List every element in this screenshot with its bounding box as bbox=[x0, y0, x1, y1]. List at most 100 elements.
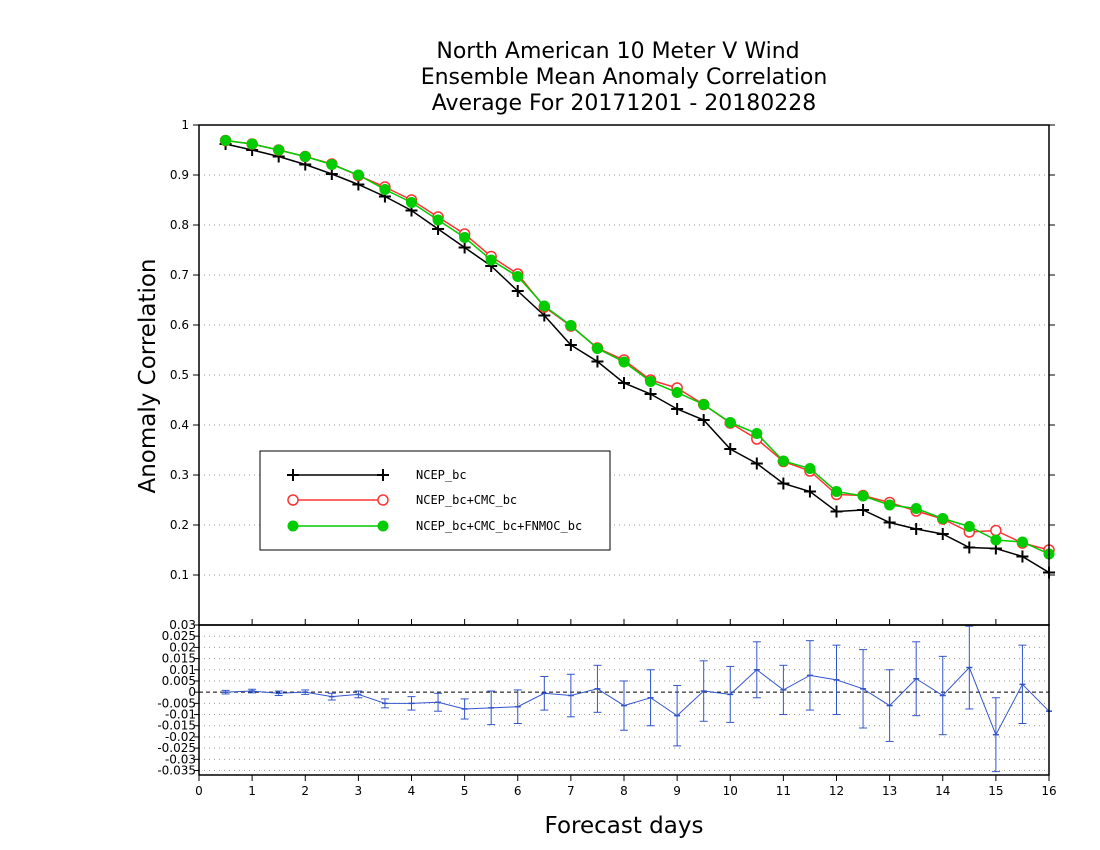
legend-marker-ncep-cmc-fnmoc-left bbox=[287, 520, 299, 532]
series-point-0 bbox=[803, 485, 816, 498]
legend-marker-ncep-cmc-right bbox=[377, 494, 389, 506]
top-y-tick-label: 0.1 bbox=[170, 568, 189, 582]
top-panel-series bbox=[219, 134, 1055, 579]
series-point-2 bbox=[804, 463, 816, 474]
legend-marker-ncep-bc-right bbox=[377, 469, 389, 481]
series-point-0 bbox=[325, 168, 338, 180]
x-tick-label: 10 bbox=[723, 784, 738, 798]
x-tick-label: 1 bbox=[248, 784, 256, 798]
top-y-tick-label: 0.4 bbox=[170, 418, 189, 432]
legend-label-ncep-cmc: NCEP_bc+CMC_bc bbox=[416, 493, 517, 507]
series-point-2 bbox=[591, 343, 603, 354]
title-line-2: Ensemble Mean Anomaly Correlation bbox=[421, 65, 828, 90]
bottom-y-tick-label: -0.025 bbox=[157, 741, 196, 755]
series-point-2 bbox=[220, 135, 232, 146]
series-point-0 bbox=[750, 457, 763, 470]
series-point-2 bbox=[884, 499, 896, 511]
series-point-0 bbox=[963, 541, 976, 554]
x-axis-ticks: 0 1 2 3 4 5 6 7 8 9 10 11 12 13 14 15 16 bbox=[195, 619, 1057, 798]
series-point-0 bbox=[936, 528, 949, 540]
series-point-2 bbox=[459, 232, 471, 243]
bottom-y-tick-label: 0.025 bbox=[162, 629, 196, 643]
top-y-tick-label: 0.5 bbox=[170, 368, 189, 382]
series-point-2 bbox=[565, 320, 577, 331]
series-point-2 bbox=[831, 486, 842, 497]
top-panel-y-ticks: 0.1 0.2 0.3 0.4 0.5 0.6 0.7 0.8 0.9 1 bbox=[170, 118, 1055, 582]
legend-item-ncep-cmc-fnmoc: NCEP_bc+CMC_bc+FNMOC_bc bbox=[287, 519, 582, 533]
legend-marker-ncep-cmc-fnmoc-right bbox=[377, 520, 389, 532]
top-y-tick-label: 0.9 bbox=[170, 168, 189, 182]
bottom-y-tick-label: -0.03 bbox=[165, 752, 196, 766]
difference-line bbox=[225, 666, 1050, 736]
bottom-y-tick-label: 0.02 bbox=[169, 640, 196, 654]
legend-label-ncep-cmc-fnmoc: NCEP_bc+CMC_bc+FNMOC_bc bbox=[416, 519, 582, 533]
series-point-2 bbox=[538, 300, 550, 312]
series-point-2 bbox=[751, 428, 763, 439]
x-tick-label: 16 bbox=[1041, 784, 1056, 798]
series-point-0 bbox=[671, 403, 684, 415]
series-point-2 bbox=[910, 503, 922, 514]
x-tick-label: 11 bbox=[776, 784, 791, 798]
series-line-0 bbox=[225, 143, 1050, 574]
bottom-y-tick-label: -0.01 bbox=[165, 708, 196, 722]
series-point-0 bbox=[910, 523, 923, 535]
series-point-0 bbox=[644, 388, 657, 400]
bottom-y-tick-label: 0.03 bbox=[169, 618, 196, 632]
series-point-0 bbox=[724, 443, 737, 455]
series-point-0 bbox=[1016, 550, 1029, 563]
series-point-2 bbox=[777, 455, 789, 467]
x-tick-label: 15 bbox=[988, 784, 1003, 798]
series-point-0 bbox=[458, 241, 471, 254]
series-point-2 bbox=[246, 138, 258, 150]
bottom-y-tick-label: -0.005 bbox=[157, 696, 196, 710]
series-point-2 bbox=[857, 490, 869, 502]
top-panel-grid bbox=[199, 174, 1049, 576]
chart-title: North American 10 Meter V Wind Ensemble … bbox=[421, 39, 828, 116]
series-point-0 bbox=[857, 504, 870, 516]
series-point-2 bbox=[432, 214, 444, 226]
title-line-1: North American 10 Meter V Wind bbox=[436, 39, 799, 64]
bottom-y-tick-label: 0.015 bbox=[162, 652, 196, 666]
series-point-2 bbox=[618, 356, 630, 368]
top-y-tick-label: 0.3 bbox=[170, 468, 189, 482]
legend-item-ncep-cmc: NCEP_bc+CMC_bc bbox=[287, 493, 517, 507]
x-tick-label: 5 bbox=[461, 784, 469, 798]
x-tick-label: 9 bbox=[673, 784, 681, 798]
top-y-tick-label: 0.6 bbox=[170, 318, 189, 332]
series-point-2 bbox=[485, 254, 497, 266]
series-point-2 bbox=[326, 159, 338, 170]
bottom-panel-series bbox=[221, 625, 1052, 773]
series-point-2 bbox=[724, 417, 736, 428]
x-tick-label: 4 bbox=[408, 784, 416, 798]
series-point-2 bbox=[299, 151, 311, 162]
series-point-0 bbox=[564, 339, 577, 351]
bottom-y-tick-label: 0.005 bbox=[162, 674, 196, 688]
series-point-0 bbox=[697, 414, 710, 426]
series-point-2 bbox=[671, 387, 683, 398]
bottom-y-tick-label: -0.02 bbox=[165, 730, 196, 744]
x-tick-label: 6 bbox=[514, 784, 522, 798]
series-point-2 bbox=[1016, 536, 1028, 548]
x-tick-label: 0 bbox=[195, 784, 203, 798]
top-y-tick-label: 1 bbox=[181, 118, 189, 132]
x-axis-label: Forecast days bbox=[545, 813, 704, 839]
series-point-0 bbox=[618, 377, 630, 389]
series-point-2 bbox=[990, 534, 1002, 546]
x-tick-label: 2 bbox=[301, 784, 309, 798]
top-y-tick-label: 0.8 bbox=[170, 218, 189, 232]
series-point-0 bbox=[883, 516, 896, 529]
legend: NCEP_bc NCEP_bc+CMC_bc NCEP_bc+CMC_bc+FN… bbox=[259, 450, 611, 551]
series-point-0 bbox=[830, 505, 843, 518]
series-point-1 bbox=[990, 524, 1002, 537]
legend-marker-ncep-cmc-left bbox=[287, 494, 299, 506]
bottom-y-tick-label: -0.015 bbox=[157, 719, 196, 733]
x-tick-label: 8 bbox=[620, 784, 628, 798]
series-point-2 bbox=[963, 521, 975, 532]
x-tick-label: 3 bbox=[355, 784, 363, 798]
x-tick-label: 13 bbox=[882, 784, 897, 798]
series-point-0 bbox=[777, 477, 790, 490]
series-point-2 bbox=[937, 513, 949, 524]
legend-marker-ncep-bc-left bbox=[287, 469, 299, 481]
bottom-panel-y-ticks: 0.030.0250.020.0150.010.0050-0.005-0.01-… bbox=[157, 618, 199, 778]
